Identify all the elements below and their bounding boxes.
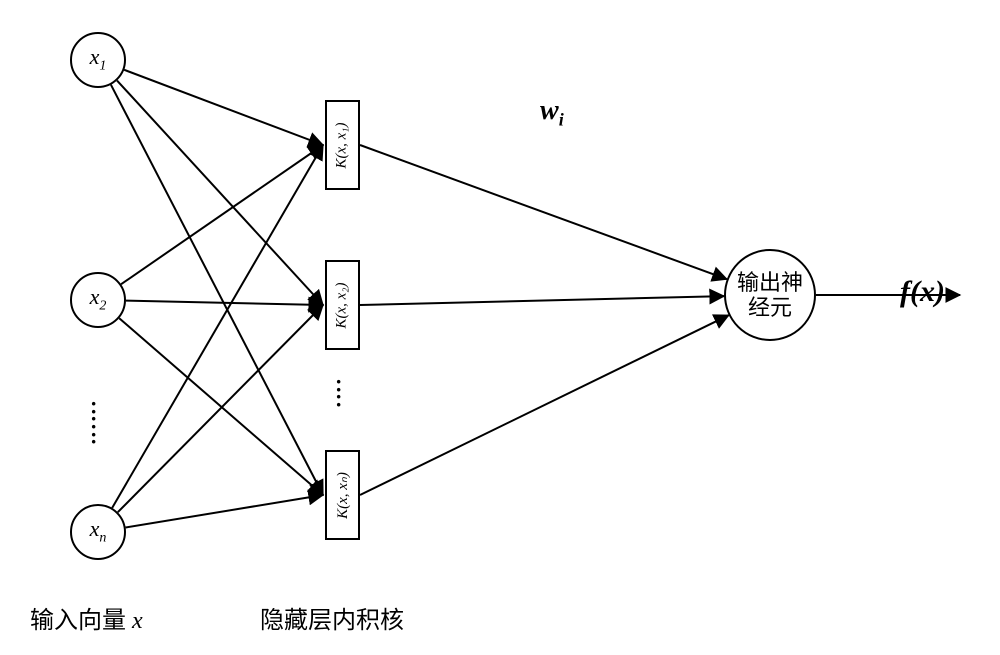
- input-node-xn: xn: [70, 504, 126, 560]
- input-caption: 输入向量 x: [30, 600, 143, 635]
- edges-layer: [0, 0, 1000, 655]
- hidden-kernel-k2: K(x, x₂): [325, 260, 360, 350]
- hidden-kernel-label: K(x, xₙ): [333, 472, 352, 519]
- output-neuron: 输出神经元: [724, 249, 816, 341]
- hidden-kernel-kn: K(x, xₙ): [325, 450, 360, 540]
- hidden-kernel-label: K(x, x₁): [334, 122, 351, 168]
- input-vdots: ······: [90, 400, 97, 446]
- input-node-x1: x1: [70, 32, 126, 88]
- hidden-vdots: ····: [335, 378, 342, 409]
- input-node-label: xn: [90, 518, 107, 545]
- weight-label: wi: [540, 95, 564, 131]
- input-node-label: x1: [90, 46, 107, 73]
- input-node-x2: x2: [70, 272, 126, 328]
- input-node-label: x2: [90, 286, 107, 313]
- hidden-caption: 隐藏层内积核: [260, 600, 404, 635]
- hidden-kernel-k1: K(x, x₁): [325, 100, 360, 190]
- output-neuron-label: 输出神经元: [737, 270, 803, 321]
- diagram-container: x1 x2 xn ······ K(x, x₁) K(x, x₂) K(x, xₙ) ····…: [0, 0, 1000, 655]
- fx-label: f(x): [900, 275, 945, 309]
- hidden-kernel-label: K(x, x₂): [334, 282, 351, 328]
